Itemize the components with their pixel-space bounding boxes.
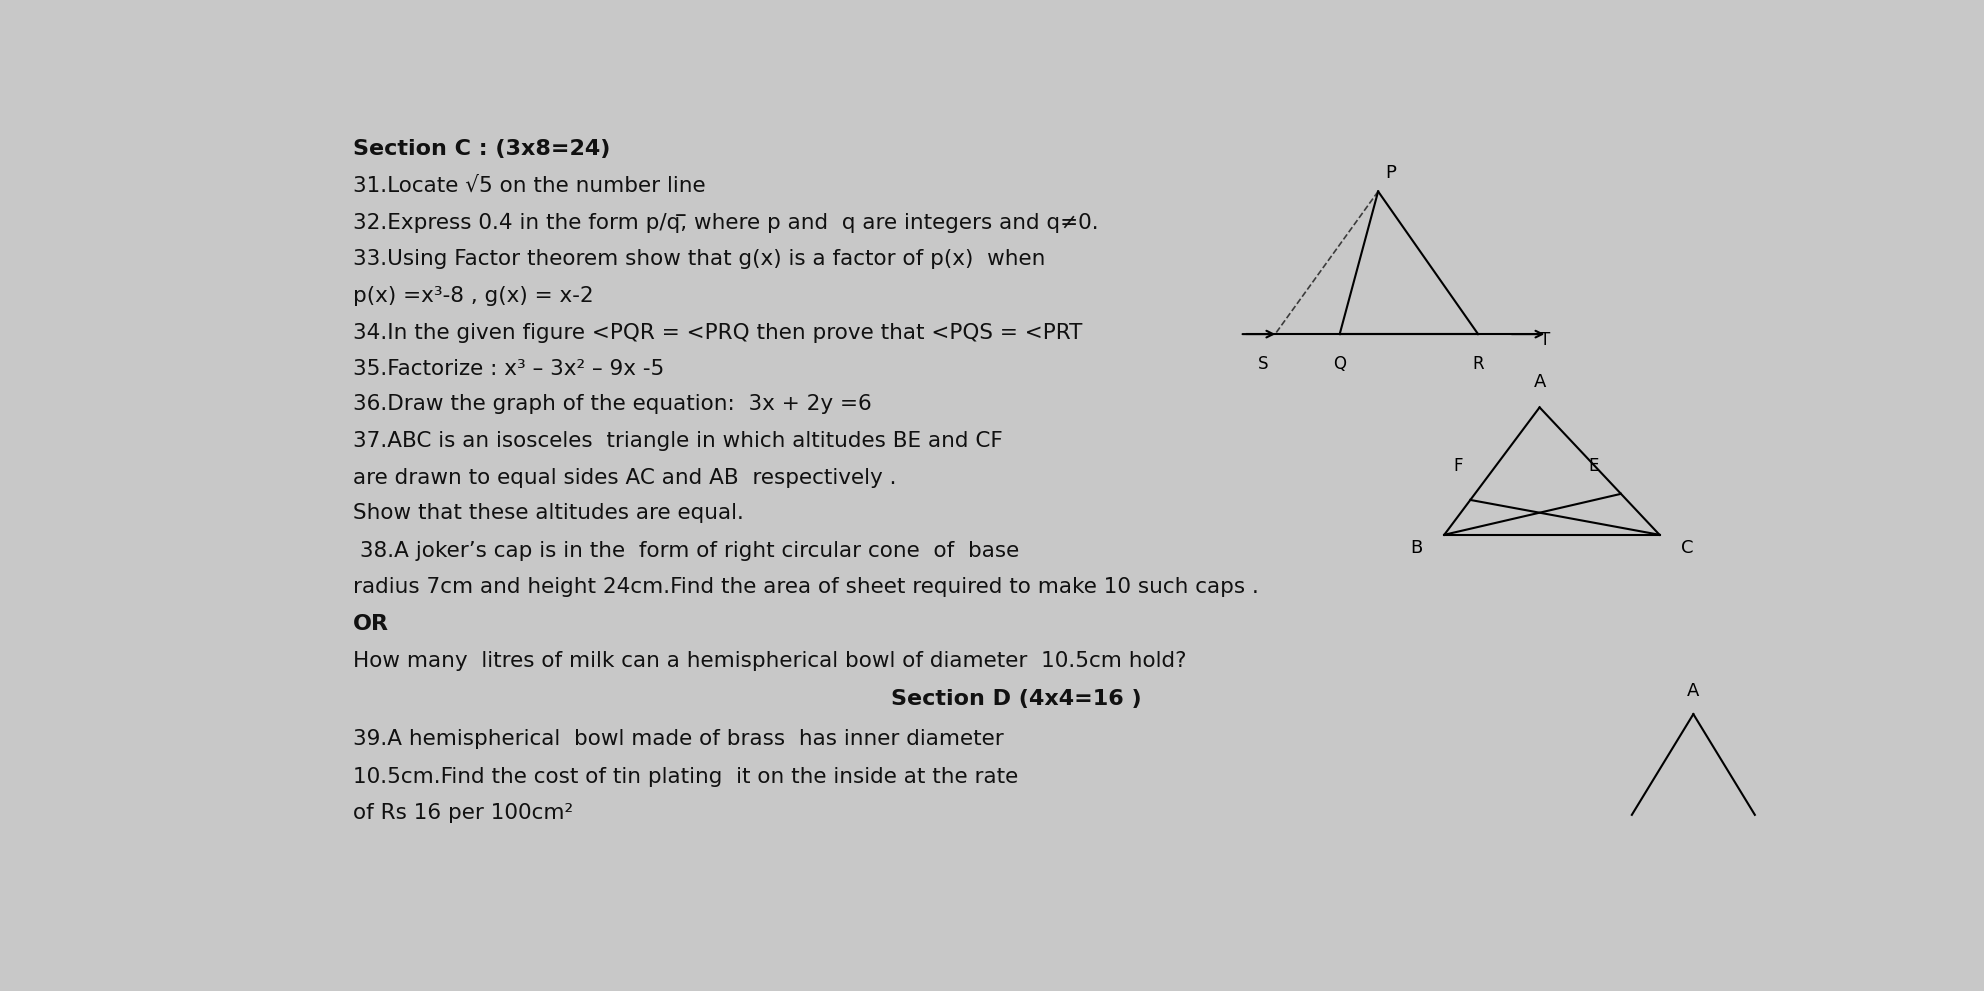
Text: 35.Factorize : x³ – 3x² – 9x -5: 35.Factorize : x³ – 3x² – 9x -5 xyxy=(353,359,665,380)
Text: of Rs 16 per 100cm²: of Rs 16 per 100cm² xyxy=(353,804,573,824)
Text: Section C : (3x8=24): Section C : (3x8=24) xyxy=(353,140,609,160)
Text: F: F xyxy=(1452,457,1462,475)
Text: 37.ABC is an isosceles  triangle in which altitudes BE and CF: 37.ABC is an isosceles triangle in which… xyxy=(353,431,1002,451)
Text: 36.Draw the graph of the equation:  3x + 2y =6: 36.Draw the graph of the equation: 3x + … xyxy=(353,394,871,414)
Text: radius 7cm and height 24cm.Find the area of sheet required to make 10 such caps : radius 7cm and height 24cm.Find the area… xyxy=(353,578,1258,598)
Text: 34.In the given figure <PQR = <PRQ then prove that <PQS = <PRT: 34.In the given figure <PQR = <PRQ then … xyxy=(353,323,1081,343)
Text: OR: OR xyxy=(353,614,389,634)
Text: 31.Locate √5 on the number line: 31.Locate √5 on the number line xyxy=(353,176,704,196)
Text: p(x) =x³-8 , g(x) = x-2: p(x) =x³-8 , g(x) = x-2 xyxy=(353,286,593,306)
Text: A: A xyxy=(1686,683,1700,701)
Text: E: E xyxy=(1589,457,1599,475)
Text: 39.A hemispherical  bowl made of brass  has inner diameter: 39.A hemispherical bowl made of brass ha… xyxy=(353,728,1004,748)
Text: R: R xyxy=(1472,356,1484,374)
Text: C: C xyxy=(1680,539,1694,557)
Text: P: P xyxy=(1385,165,1397,182)
Text: S: S xyxy=(1258,356,1268,374)
Text: Q: Q xyxy=(1333,356,1347,374)
Text: Show that these altitudes are equal.: Show that these altitudes are equal. xyxy=(353,502,744,522)
Text: 10.5cm.Find the cost of tin plating  it on the inside at the rate: 10.5cm.Find the cost of tin plating it o… xyxy=(353,767,1018,787)
Text: Section D (4x4=16 ): Section D (4x4=16 ) xyxy=(891,689,1143,709)
Text: B: B xyxy=(1411,539,1423,557)
Text: 38.A joker’s cap is in the  form of right circular cone  of  base: 38.A joker’s cap is in the form of right… xyxy=(353,541,1020,561)
Text: 32.Express 0.4̇̇ in the form p/q, where p and  q are integers and q≠0.: 32.Express 0.4̇̇ in the form p/q, where … xyxy=(353,213,1099,233)
Text: T: T xyxy=(1540,331,1550,349)
Text: are drawn to equal sides AC and AB  respectively .: are drawn to equal sides AC and AB respe… xyxy=(353,468,897,488)
Text: How many  litres of milk can a hemispherical bowl of diameter  10.5cm hold?: How many litres of milk can a hemispheri… xyxy=(353,651,1186,671)
Text: 33.Using Factor theorem show that g(x) is a factor of p(x)  when: 33.Using Factor theorem show that g(x) i… xyxy=(353,250,1046,270)
Text: A: A xyxy=(1534,373,1546,390)
